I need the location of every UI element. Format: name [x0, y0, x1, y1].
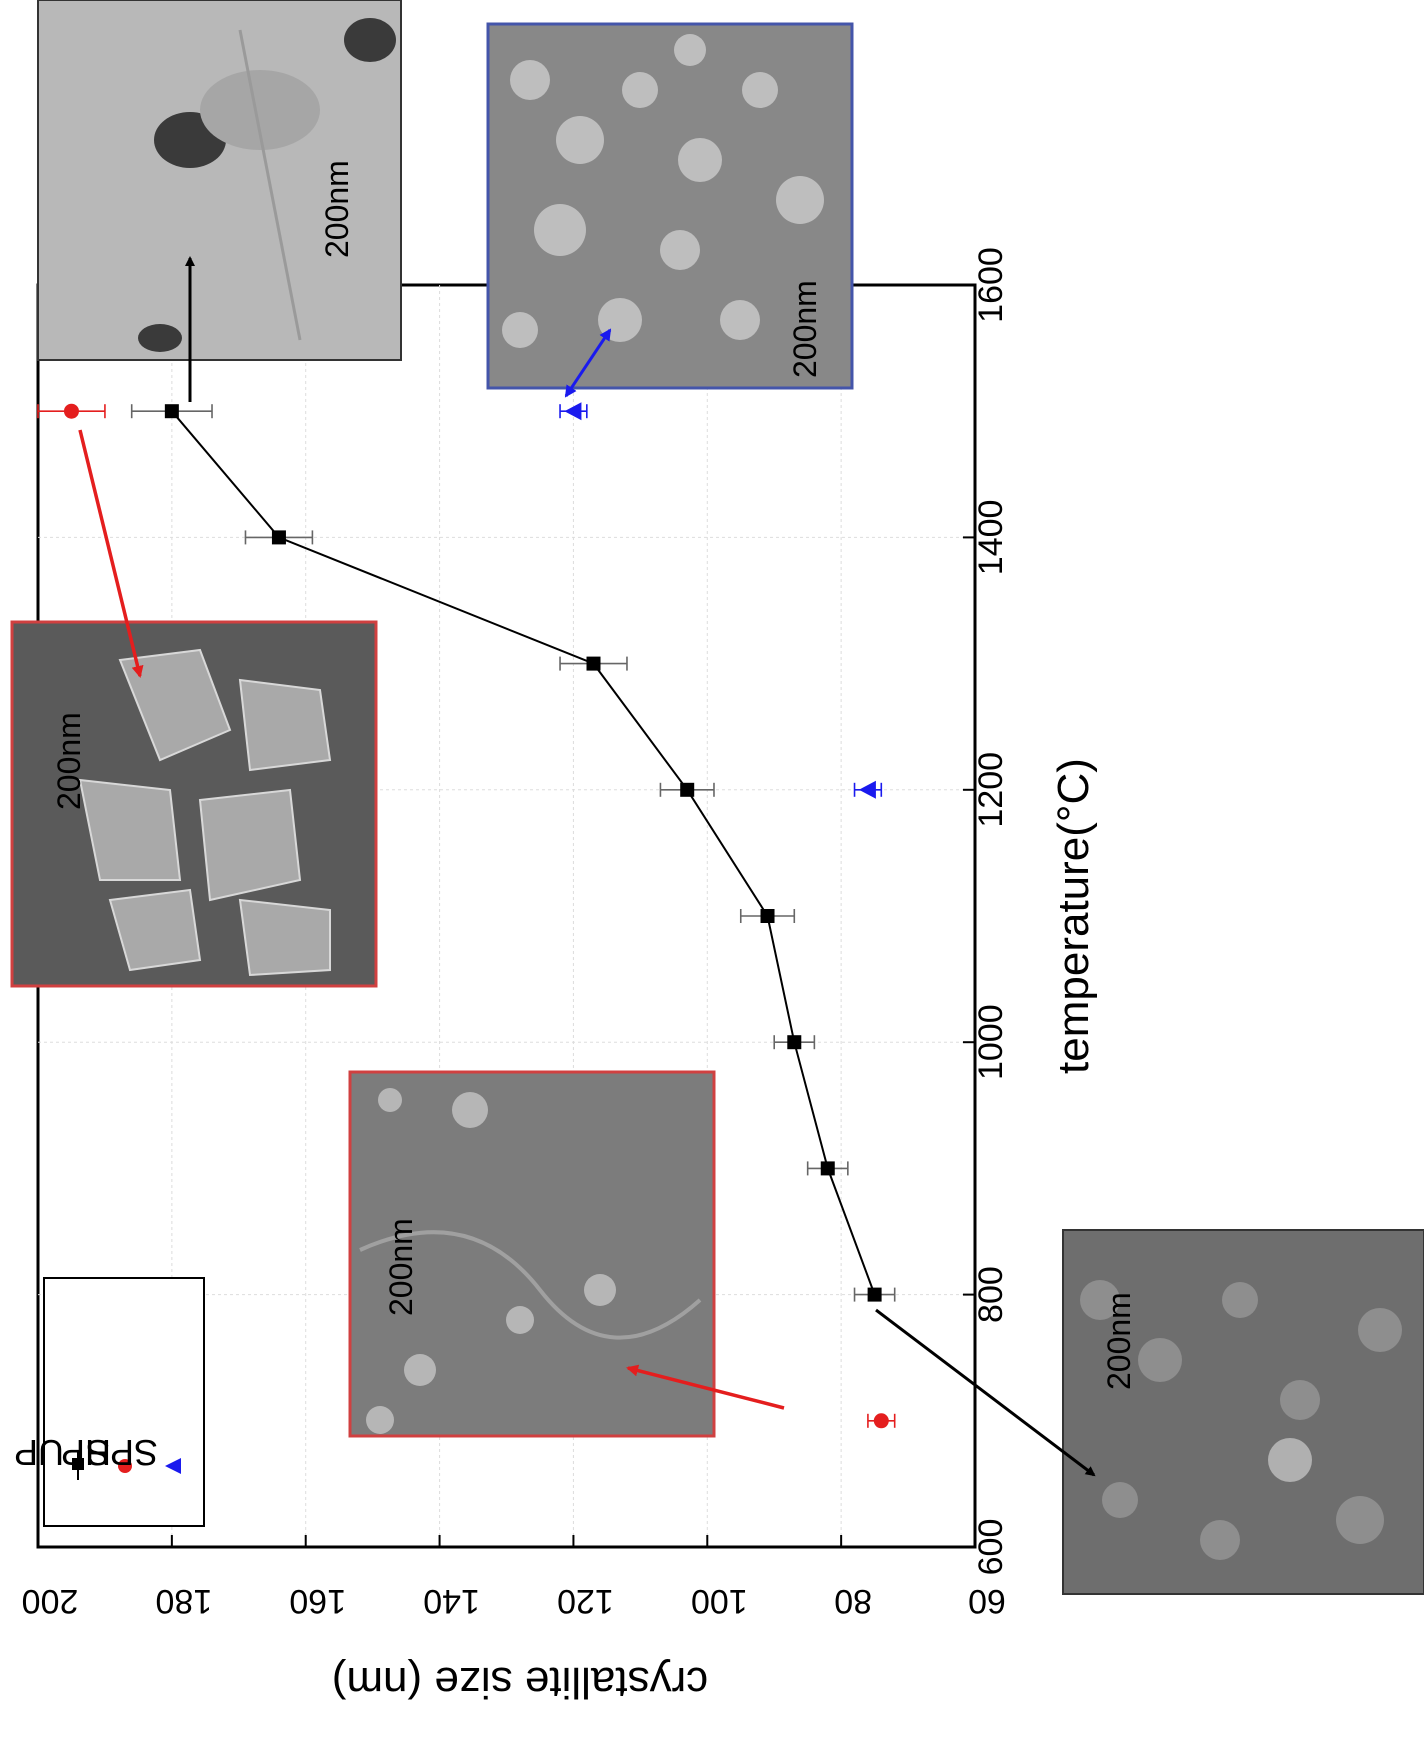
y-tick-label: 140: [423, 1582, 480, 1620]
data-series: [37, 402, 896, 1429]
x-tick-label: 600: [972, 1519, 1010, 1576]
data-point: [787, 1035, 802, 1050]
data-point: [820, 1161, 835, 1176]
legend-hp: HP: [61, 1432, 132, 1473]
y-axis-label: crystallite size (nm): [332, 1658, 709, 1707]
legend-label-up: UP: [14, 1432, 64, 1473]
inset-scale-label-red-upper: 200nm: [51, 712, 87, 810]
legend-label-sps: SPS: [86, 1432, 158, 1473]
inset-scale-label-blue: 200nm: [787, 280, 823, 378]
inset-scale-label-bottom-right: 200nm: [1101, 1292, 1137, 1390]
arrow-to-bottom-right-inset: [875, 1308, 1096, 1477]
y-tick-label: 60: [968, 1582, 1006, 1620]
legend: UP HP SPS: [14, 1277, 205, 1527]
legend-box: [43, 1277, 205, 1527]
sem-inset-red-upper: 200nm: [10, 620, 378, 988]
legend-label-hp: HP: [61, 1432, 111, 1473]
sem-inset-blue: 200nm: [486, 22, 854, 390]
x-tick-label: 800: [972, 1266, 1010, 1323]
data-point: [164, 404, 179, 419]
y-tick-label: 200: [22, 1582, 79, 1620]
inset-scale-label-top-right: 200nm: [319, 160, 355, 258]
sem-inset-bottom-right: 200nm: [1062, 1229, 1424, 1595]
data-point: [63, 403, 79, 419]
y-tick-label: 120: [557, 1582, 614, 1620]
y-tick-label: 180: [155, 1582, 212, 1620]
series-sps: [559, 402, 883, 799]
sem-inset-red-lower: 200nm: [348, 1070, 716, 1438]
y-tick-label: 100: [691, 1582, 748, 1620]
arrow-to-red-upper-inset: [78, 429, 144, 678]
series-up: [130, 404, 896, 1302]
x-tick-label: 1000: [972, 1004, 1010, 1080]
data-point: [271, 530, 286, 545]
x-tick-label: 1200: [972, 752, 1010, 828]
data-point: [586, 656, 601, 671]
inset-scale-label-red-lower: 200nm: [383, 1218, 419, 1316]
series-line: [171, 410, 876, 1295]
x-axis-label: temperature(°C): [1049, 758, 1098, 1074]
data-point: [680, 782, 695, 797]
data-point: [760, 909, 775, 923]
y-tick-label: 80: [834, 1582, 872, 1620]
data-point: [564, 402, 582, 421]
y-tick-label: 160: [289, 1582, 346, 1620]
axis-ticks: 600 800 1000 1200 1400 1600 60 80 100 120 140 160 18…: [22, 247, 1010, 1620]
arrow-to-red-lower-inset: [626, 1364, 785, 1410]
legend-up: UP: [14, 1432, 84, 1480]
legend-sps: SPS: [86, 1432, 181, 1474]
data-point: [858, 780, 876, 799]
x-tick-label: 1600: [972, 247, 1010, 323]
data-point: [873, 1413, 889, 1429]
arrow-to-blue-inset: [564, 328, 612, 398]
sem-inset-top-right: 200nm: [37, 0, 402, 361]
x-tick-label: 1400: [972, 500, 1010, 576]
series-hp: [37, 403, 896, 1429]
data-point: [867, 1287, 882, 1302]
